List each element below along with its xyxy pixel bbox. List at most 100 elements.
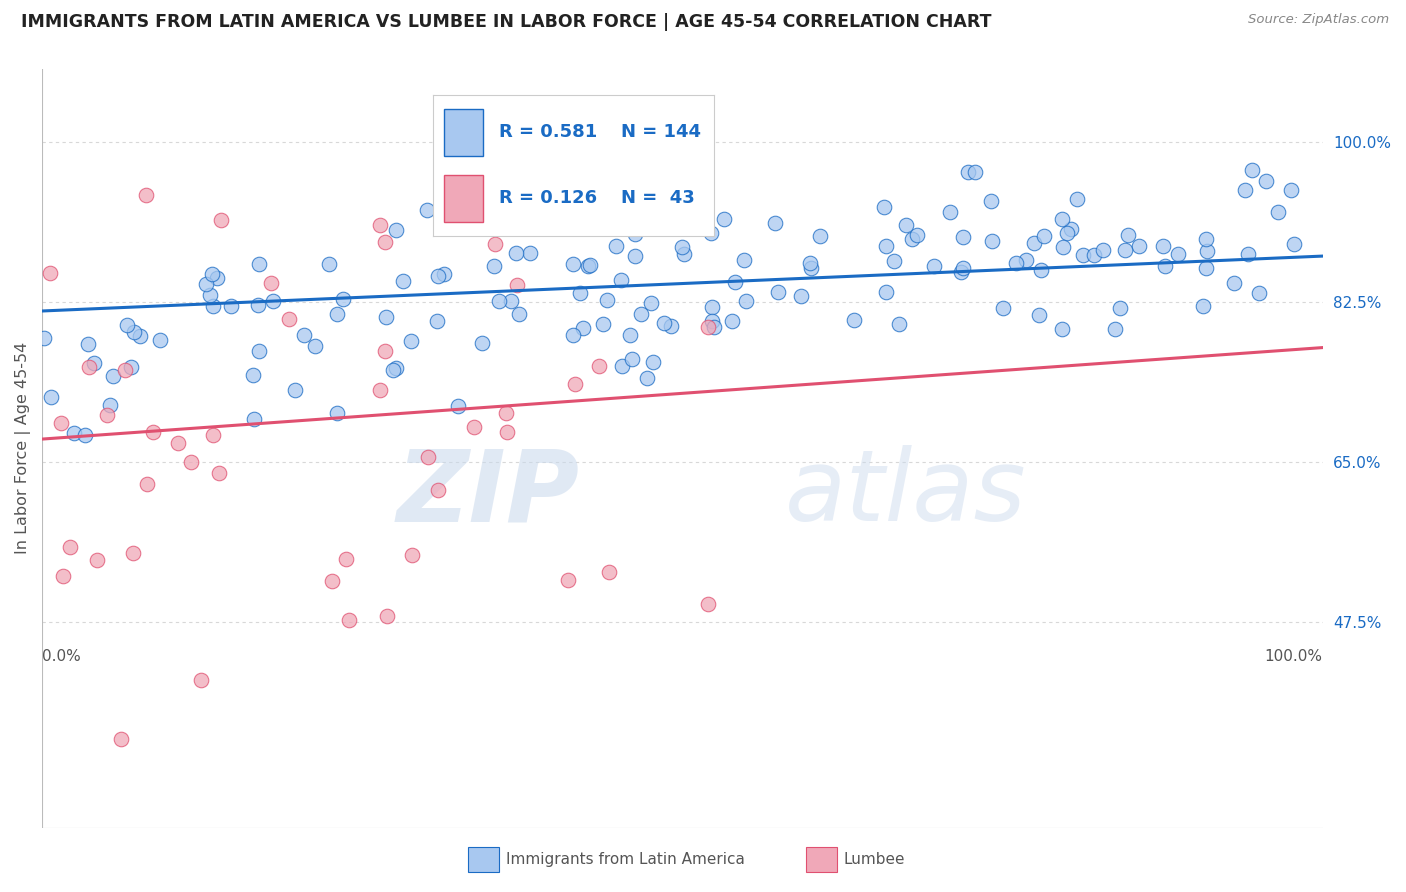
- Point: [1091, 243, 1114, 257]
- Point: [596, 293, 619, 307]
- Point: [149, 333, 172, 347]
- Point: [337, 613, 360, 627]
- Point: [619, 327, 641, 342]
- Point: [1254, 174, 1277, 188]
- Point: [697, 320, 720, 334]
- Point: [1267, 205, 1289, 219]
- Point: [243, 412, 266, 426]
- Point: [576, 259, 599, 273]
- Point: [605, 238, 627, 252]
- Point: [652, 316, 675, 330]
- Point: [1029, 263, 1052, 277]
- Point: [120, 360, 142, 375]
- Point: [52, 568, 75, 582]
- Point: [1233, 184, 1256, 198]
- Point: [219, 299, 242, 313]
- Point: [416, 450, 439, 464]
- Point: [201, 267, 224, 281]
- Point: [659, 318, 682, 333]
- Point: [135, 188, 157, 202]
- Point: [569, 286, 592, 301]
- Point: [128, 329, 150, 343]
- Point: [246, 298, 269, 312]
- Point: [1153, 259, 1175, 273]
- Point: [484, 237, 506, 252]
- Point: [201, 300, 224, 314]
- Point: [1118, 228, 1140, 243]
- Point: [167, 435, 190, 450]
- Point: [262, 294, 284, 309]
- Point: [724, 275, 747, 289]
- Point: [1223, 276, 1246, 290]
- Point: [1104, 322, 1126, 336]
- Point: [247, 344, 270, 359]
- Point: [382, 362, 405, 376]
- Point: [318, 257, 340, 271]
- Point: [702, 320, 724, 334]
- Point: [896, 218, 918, 232]
- Point: [562, 257, 585, 271]
- Point: [370, 383, 392, 397]
- Point: [980, 194, 1002, 208]
- Point: [416, 202, 439, 217]
- Point: [624, 249, 647, 263]
- Point: [640, 296, 662, 310]
- Point: [368, 218, 391, 232]
- Point: [482, 259, 505, 273]
- Point: [1024, 236, 1046, 251]
- Point: [519, 245, 541, 260]
- Point: [883, 254, 905, 268]
- Text: atlas: atlas: [785, 445, 1026, 542]
- Point: [1241, 163, 1264, 178]
- Point: [180, 455, 202, 469]
- Point: [672, 246, 695, 260]
- Point: [39, 266, 62, 280]
- Point: [700, 226, 723, 240]
- Point: [374, 310, 396, 325]
- Point: [1284, 236, 1306, 251]
- Text: 0.0%: 0.0%: [42, 649, 82, 665]
- Point: [700, 314, 723, 328]
- Point: [115, 318, 138, 332]
- Point: [209, 212, 232, 227]
- Point: [790, 289, 813, 303]
- Point: [1195, 244, 1218, 258]
- Point: [86, 553, 108, 567]
- Point: [506, 278, 529, 293]
- Text: Immigrants from Latin America: Immigrants from Latin America: [506, 853, 745, 867]
- Point: [922, 260, 945, 274]
- Point: [1195, 232, 1218, 246]
- Point: [124, 325, 146, 339]
- Text: Source: ZipAtlas.com: Source: ZipAtlas.com: [1249, 13, 1389, 27]
- Point: [190, 673, 212, 687]
- Point: [875, 238, 897, 252]
- Point: [1237, 247, 1260, 261]
- Point: [735, 293, 758, 308]
- Point: [766, 285, 789, 299]
- Point: [384, 222, 406, 236]
- Point: [1195, 260, 1218, 275]
- Point: [1071, 248, 1094, 262]
- Point: [278, 312, 301, 326]
- Point: [991, 301, 1014, 315]
- Point: [321, 574, 343, 589]
- Text: Lumbee: Lumbee: [844, 853, 905, 867]
- Point: [247, 257, 270, 271]
- Point: [963, 165, 986, 179]
- Point: [875, 285, 897, 300]
- Point: [808, 229, 831, 244]
- Point: [588, 359, 610, 373]
- Point: [101, 369, 124, 384]
- Point: [1114, 244, 1136, 258]
- Point: [1052, 239, 1074, 253]
- Point: [374, 343, 396, 358]
- Point: [198, 288, 221, 302]
- Point: [499, 293, 522, 308]
- Point: [495, 407, 517, 421]
- Point: [1066, 192, 1088, 206]
- Point: [374, 235, 396, 249]
- Point: [887, 317, 910, 331]
- Point: [844, 312, 866, 326]
- Point: [427, 483, 450, 497]
- Text: ZIP: ZIP: [396, 445, 579, 542]
